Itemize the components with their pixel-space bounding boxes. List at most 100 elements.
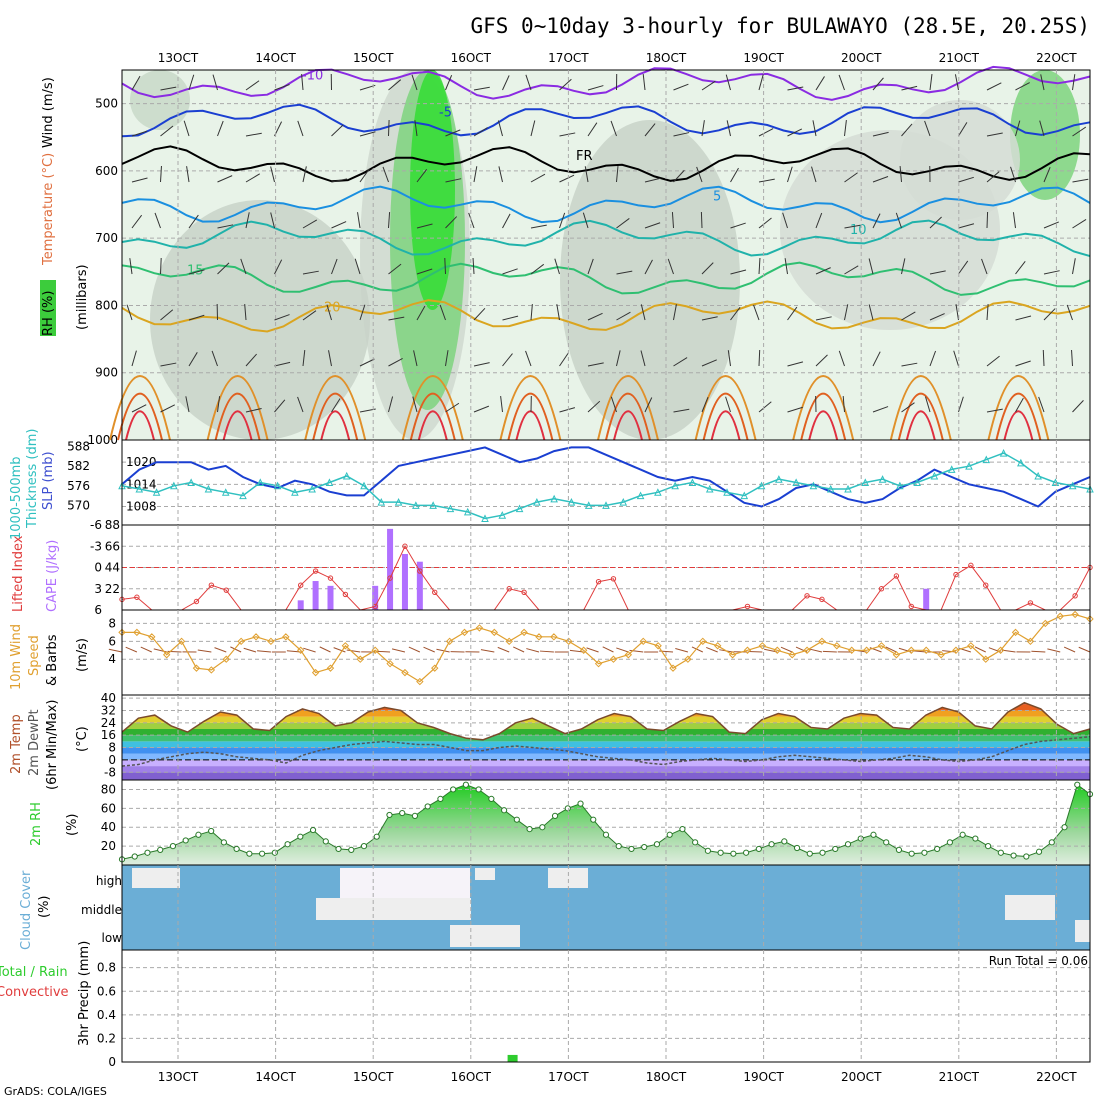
- li-marker: [804, 593, 810, 599]
- wind10-barb: [1078, 646, 1091, 653]
- wind-barb: [359, 304, 366, 321]
- thickness-marker: [256, 478, 265, 486]
- wind10-marker: [490, 628, 499, 637]
- thickness-marker: [844, 484, 852, 493]
- cloud-units: (%): [37, 896, 52, 919]
- rh-marker: [551, 812, 559, 819]
- wind-barb: [953, 350, 959, 367]
- cloud-level-label: middle: [81, 903, 122, 917]
- li-marker: [908, 603, 914, 610]
- wind-barb: [838, 74, 845, 91]
- wind-barb: [868, 258, 874, 275]
- wind-barb: [559, 212, 566, 229]
- wind10-marker: [207, 666, 216, 674]
- wind-barb: [644, 177, 661, 183]
- bottom-date-tick: 20OCT: [841, 1070, 882, 1084]
- wind-barb: [274, 361, 291, 367]
- wind-barb: [701, 359, 717, 367]
- cape-tick: 22: [105, 582, 120, 596]
- wind-barb: [359, 168, 370, 183]
- wind-barb: [473, 405, 490, 413]
- wind-barb: [498, 166, 503, 183]
- wind-barb: [359, 131, 376, 137]
- wind-barb: [445, 75, 453, 91]
- wind-barb: [1012, 212, 1016, 229]
- wind10-marker: [669, 664, 677, 672]
- wind-barb: [929, 313, 945, 321]
- thickness-marker: [291, 488, 299, 496]
- wind-barb: [1072, 258, 1076, 275]
- rh-marker: [717, 849, 724, 856]
- wind-barb: [986, 408, 1003, 413]
- wind-barb: [525, 350, 532, 367]
- wind-barb: [872, 406, 889, 413]
- wind10-marker: [535, 633, 543, 641]
- wind10-barb: [197, 649, 212, 653]
- rh-marker: [399, 809, 406, 817]
- wind-barb: [1015, 315, 1032, 321]
- wind10-marker: [565, 637, 573, 646]
- upper-air-panel: 500 600 700 800 900 1000 -10 -5 FR 5 10 15 20: [87, 65, 1091, 447]
- thickness-marker: [930, 471, 939, 480]
- warm-contour: [312, 392, 359, 441]
- cape-tick: 66: [105, 539, 120, 553]
- run-total: Run Total = 0.06: [989, 954, 1088, 968]
- wind-barb: [815, 212, 823, 229]
- wind10-marker: [416, 677, 424, 686]
- wind10-barb: [391, 648, 406, 653]
- wind10-barb: [333, 647, 346, 653]
- thickness-marker: [740, 491, 749, 500]
- thickness-marker: [671, 481, 679, 490]
- wind-barb: [1010, 166, 1016, 183]
- wind10-marker: [222, 655, 230, 663]
- thickness-marker: [826, 484, 835, 493]
- thickness-marker: [342, 471, 351, 480]
- temp-ylabel-c: (6hr Min/Max): [45, 700, 60, 790]
- wind10-marker: [371, 646, 379, 654]
- wind10-ylabels: 10m Wind Speed & Barbs (m/s): [9, 624, 90, 690]
- wind10-ylabel-c: & Barbs: [45, 634, 60, 686]
- wind-barb: [468, 212, 475, 229]
- top-date-tick: 19OCT: [743, 51, 784, 65]
- chart-title: GFS 0~10day 3-hourly for BULAWAYO (28.5E…: [470, 14, 1090, 38]
- top-date-tick: 17OCT: [548, 51, 589, 65]
- cape-bar: [401, 553, 408, 610]
- wind-barb: [554, 258, 560, 275]
- wind-barb: [1015, 120, 1021, 137]
- li-marker: [193, 598, 200, 605]
- li-marker: [387, 575, 393, 581]
- rh-marker: [1061, 824, 1068, 831]
- wind-barb: [160, 257, 162, 275]
- wind10-marker: [267, 637, 275, 646]
- rh-marker: [208, 827, 215, 835]
- li-marker: [312, 568, 319, 574]
- wind10-marker: [788, 651, 796, 659]
- rh-marker: [1074, 781, 1081, 788]
- cloud-clear-region: [548, 868, 588, 888]
- wind-barb: [302, 310, 317, 321]
- thickness-marker: [999, 448, 1008, 457]
- wind10-marker: [818, 637, 826, 646]
- temp-band: [122, 741, 1090, 748]
- wind-barb: [815, 76, 825, 91]
- wind-barb: [131, 404, 147, 413]
- thickness-marker: [515, 504, 524, 513]
- wind10-marker: [967, 642, 975, 650]
- li-marker: [298, 582, 304, 588]
- wind-frame: [121, 609, 1091, 696]
- wind-barb: [1040, 74, 1045, 91]
- top-date-axis: 13OCT 14OCT 15OCT 16OCT 17OCT 18OCT 19OCT 20OCT…: [158, 51, 1077, 65]
- rh-marker: [539, 824, 546, 831]
- rh-marker: [985, 843, 992, 850]
- wind10-marker: [401, 668, 409, 677]
- wind-barb: [217, 175, 233, 183]
- wind-barb: [726, 120, 731, 137]
- wind-barb: [331, 221, 347, 229]
- temp-contour: [121, 219, 1091, 258]
- wind-barb: [416, 268, 433, 275]
- wind10-barb: [629, 649, 644, 653]
- rh-marker: [730, 850, 737, 857]
- rh-marker: [564, 805, 571, 812]
- warm-contour: [995, 392, 1042, 441]
- wind-tick: 8: [108, 616, 116, 630]
